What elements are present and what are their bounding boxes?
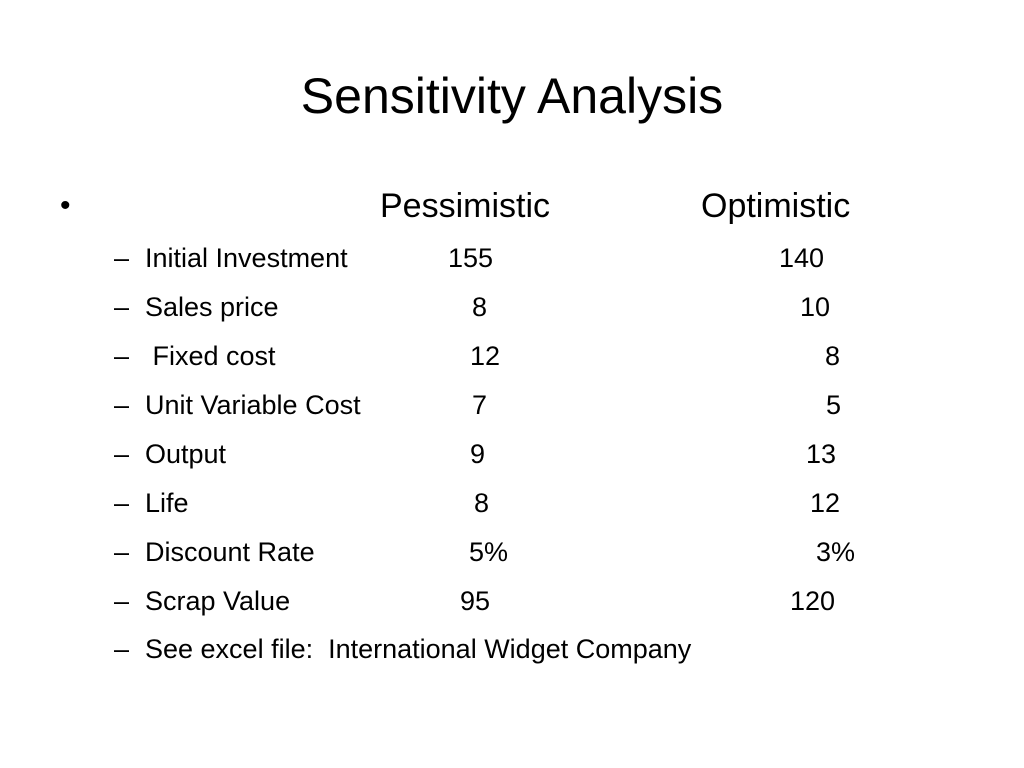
optimistic-value: 13: [806, 439, 837, 469]
row-label: Discount Rate: [145, 537, 315, 567]
row-label: Sales price: [145, 292, 279, 322]
pessimistic-value: 12: [470, 341, 501, 371]
row-label: Output: [145, 439, 227, 469]
table-row: – Discount Rate 5% 3%: [0, 532, 1024, 572]
optimistic-value: 8: [825, 341, 841, 371]
table-row: – Initial Investment 155 140: [0, 238, 1024, 278]
optimistic-value: 10: [800, 292, 831, 322]
row-label: Unit Variable Cost: [145, 390, 361, 420]
table-row: – Fixed cost 12 8: [0, 336, 1024, 376]
row-label: Fixed cost: [145, 341, 276, 371]
table-row: – Output 9 13: [0, 434, 1024, 474]
dash-bullet: –: [114, 537, 130, 567]
optimistic-value: 120: [790, 586, 836, 616]
dash-bullet: –: [114, 586, 130, 616]
optimistic-value: 12: [810, 488, 841, 518]
row-label: Life: [145, 488, 189, 518]
table-row: – Scrap Value 95 120: [0, 581, 1024, 621]
table-row: – Life 8 12: [0, 483, 1024, 523]
pessimistic-value: 8: [472, 292, 488, 322]
bullet-point-icon: •: [60, 189, 71, 222]
pessimistic-value: 9: [470, 439, 486, 469]
pessimistic-value: 155: [448, 243, 494, 273]
table-row: – Sales price 8 10: [0, 287, 1024, 327]
column-header-pessimistic: Pessimistic: [380, 187, 551, 225]
column-header-optimistic: Optimistic: [701, 187, 851, 225]
row-label: Scrap Value: [145, 586, 291, 616]
dash-bullet: –: [114, 488, 130, 518]
dash-bullet: –: [114, 634, 130, 664]
excel-file-note: See excel file: International Widget Com…: [145, 634, 692, 664]
slide-title: Sensitivity Analysis: [300, 68, 724, 124]
note-row: – See excel file: International Widget C…: [0, 629, 1024, 669]
dash-bullet: –: [114, 243, 130, 273]
pessimistic-value: 5%: [469, 537, 509, 567]
optimistic-value: 5: [826, 390, 842, 420]
row-label: Initial Investment: [145, 243, 348, 273]
optimistic-value: 140: [779, 243, 825, 273]
optimistic-value: 3%: [816, 537, 856, 567]
dash-bullet: –: [114, 292, 130, 322]
table-row: – Unit Variable Cost 7 5: [0, 385, 1024, 425]
pessimistic-value: 8: [474, 488, 490, 518]
pessimistic-value: 7: [472, 390, 488, 420]
dash-bullet: –: [114, 439, 130, 469]
dash-bullet: –: [114, 341, 130, 371]
pessimistic-value: 95: [460, 586, 491, 616]
dash-bullet: –: [114, 390, 130, 420]
